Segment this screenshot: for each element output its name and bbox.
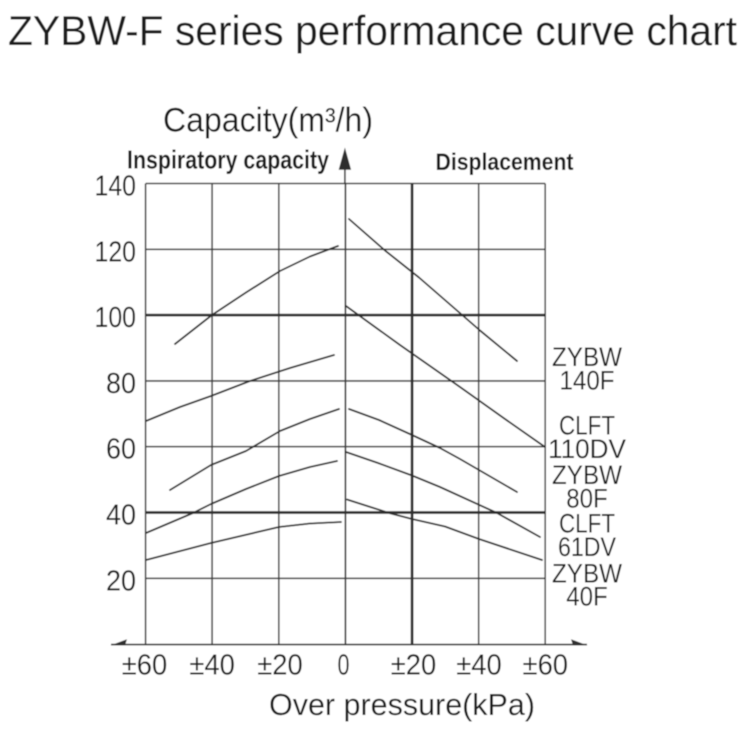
svg-text:ZYBW: ZYBW bbox=[552, 460, 622, 490]
svg-text:±60: ±60 bbox=[523, 649, 569, 681]
svg-text:Inspiratory capacity: Inspiratory capacity bbox=[127, 145, 329, 175]
svg-text:ZYBW: ZYBW bbox=[552, 558, 622, 588]
svg-text:0: 0 bbox=[338, 649, 350, 681]
svg-text:±20: ±20 bbox=[391, 649, 437, 681]
svg-text:40: 40 bbox=[106, 500, 136, 532]
svg-text:ZYBW: ZYBW bbox=[552, 342, 622, 372]
svg-text:CLFT: CLFT bbox=[559, 411, 615, 441]
svg-text:±40: ±40 bbox=[189, 649, 235, 681]
svg-text:ZYBW-F series performance curv: ZYBW-F series performance curve chart bbox=[8, 7, 737, 54]
svg-text:40F: 40F bbox=[566, 582, 608, 612]
svg-text:120: 120 bbox=[95, 236, 137, 268]
svg-text:±20: ±20 bbox=[257, 649, 303, 681]
svg-text:±40: ±40 bbox=[456, 649, 502, 681]
svg-text:Capacity(m³/h): Capacity(m³/h) bbox=[163, 102, 373, 140]
svg-text:61DV: 61DV bbox=[558, 532, 616, 562]
svg-text:CLFT: CLFT bbox=[559, 509, 615, 539]
svg-text:Displacement: Displacement bbox=[436, 149, 574, 176]
svg-text:20: 20 bbox=[106, 565, 136, 597]
svg-text:110DV: 110DV bbox=[548, 434, 626, 464]
svg-text:±60: ±60 bbox=[122, 649, 168, 681]
svg-text:60: 60 bbox=[106, 434, 136, 466]
svg-text:80: 80 bbox=[106, 368, 136, 400]
svg-text:80F: 80F bbox=[566, 483, 608, 513]
svg-text:Over pressure(kPa): Over pressure(kPa) bbox=[269, 687, 535, 722]
svg-text:140: 140 bbox=[95, 171, 137, 203]
svg-text:100: 100 bbox=[95, 302, 137, 334]
svg-text:140F: 140F bbox=[560, 366, 615, 396]
